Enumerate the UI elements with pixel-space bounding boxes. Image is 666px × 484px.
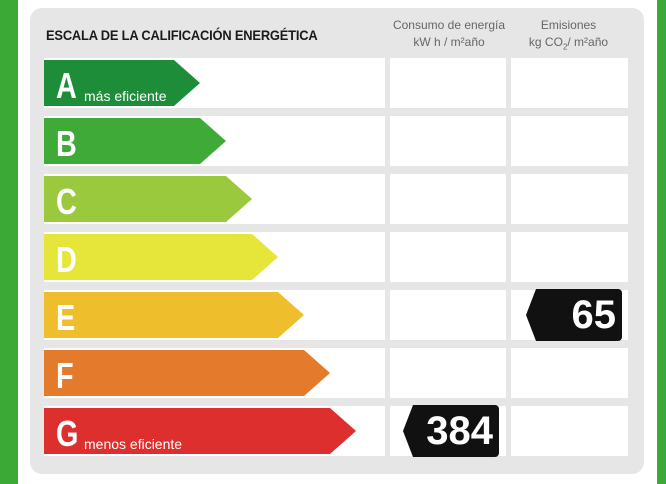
rating-bar-e: E [44,292,304,338]
rating-row-c: C [44,174,630,224]
emisiones-cell [511,174,628,224]
emisiones-value-badge: 65 [526,289,622,341]
left-border [0,0,18,484]
emisiones-column-header: Emisiones kg CO2/ m²año [511,17,626,55]
consumo-cell [390,232,506,282]
emisiones-cell [511,58,628,108]
consumo-cell [390,348,506,398]
rating-letter: D [56,239,77,280]
emisiones-cell [511,116,628,166]
rating-letter: G [56,413,79,454]
rating-row-e: E 65 [44,289,630,341]
consumo-cell [390,174,506,224]
scale-title: ESCALA DE LA CALIFICACIÓN ENERGÉTICA [46,27,318,43]
rating-bar-d: D [44,234,278,280]
rating-bar-f: F [44,350,330,396]
emisiones-cell [511,232,628,282]
rating-letter: E [56,297,76,338]
emisiones-value: 65 [571,293,617,337]
rating-letter: A [56,65,77,106]
consumo-cell [390,58,506,108]
rating-sublabel: más eficiente [84,88,167,104]
emisiones-header-unit: kg CO2/ m²año [528,35,609,52]
rating-letter: F [56,355,74,396]
emisiones-cell [511,406,628,456]
rating-bar-b: B [44,118,226,164]
consumo-cell [390,290,506,340]
right-border [657,0,666,484]
rating-row-d: D [44,232,630,282]
consumo-value: 384 [426,409,493,453]
consumo-header-line1: Consumo de energía [392,18,506,32]
consumo-column-header: Consumo de energía kW h / m²año [390,17,508,51]
rating-row-f: F [44,348,630,398]
rating-letter: B [56,123,77,164]
rating-sublabel: menos eficiente [84,436,183,452]
consumo-cell [390,116,506,166]
consumo-header-unit: kW h / m²año [413,35,485,49]
rating-bar-c: C [44,176,252,222]
rating-letter: C [56,181,77,222]
emisiones-cell [511,348,628,398]
emisiones-header-line1: Emisiones [540,18,597,32]
rating-row-b: B [44,116,630,166]
consumo-value-badge: 384 [403,405,499,457]
